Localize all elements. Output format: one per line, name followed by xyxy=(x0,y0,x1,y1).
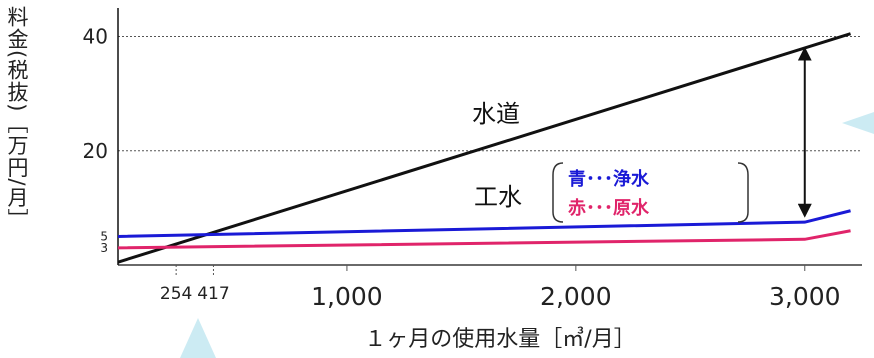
label-kosui: 工水 xyxy=(474,183,522,211)
series-line-blue xyxy=(117,209,851,238)
x-axis-label: １ヶ月の使用水量［㎥/月］ xyxy=(364,326,635,352)
legend-red: 赤･･･原水 xyxy=(568,197,650,219)
y-tick-label-3: 3 xyxy=(100,241,108,255)
x-tick-label-417: 417 xyxy=(197,284,229,304)
y-axis-label: 料金(税抜)［万円/月］ xyxy=(5,6,29,231)
legend-bracket-right xyxy=(737,162,749,223)
x-tick-label-2000: 2,000 xyxy=(540,282,612,311)
y-tick-label-20: 20 xyxy=(83,139,108,163)
legend-bracket-left xyxy=(552,162,564,223)
x-tick-label-1000: 1,000 xyxy=(311,282,383,311)
x-tick-label-254: 254 xyxy=(160,284,192,304)
y-tick-label-40: 40 xyxy=(83,25,108,49)
series-line-suido xyxy=(117,32,852,264)
series-line-red xyxy=(117,229,851,250)
label-suido: 水道 xyxy=(472,100,520,128)
legend-blue: 青･･･浄水 xyxy=(568,168,650,190)
x-tick-label-3000: 3,000 xyxy=(769,282,841,311)
y-tick-label-5: 5 xyxy=(100,229,108,243)
